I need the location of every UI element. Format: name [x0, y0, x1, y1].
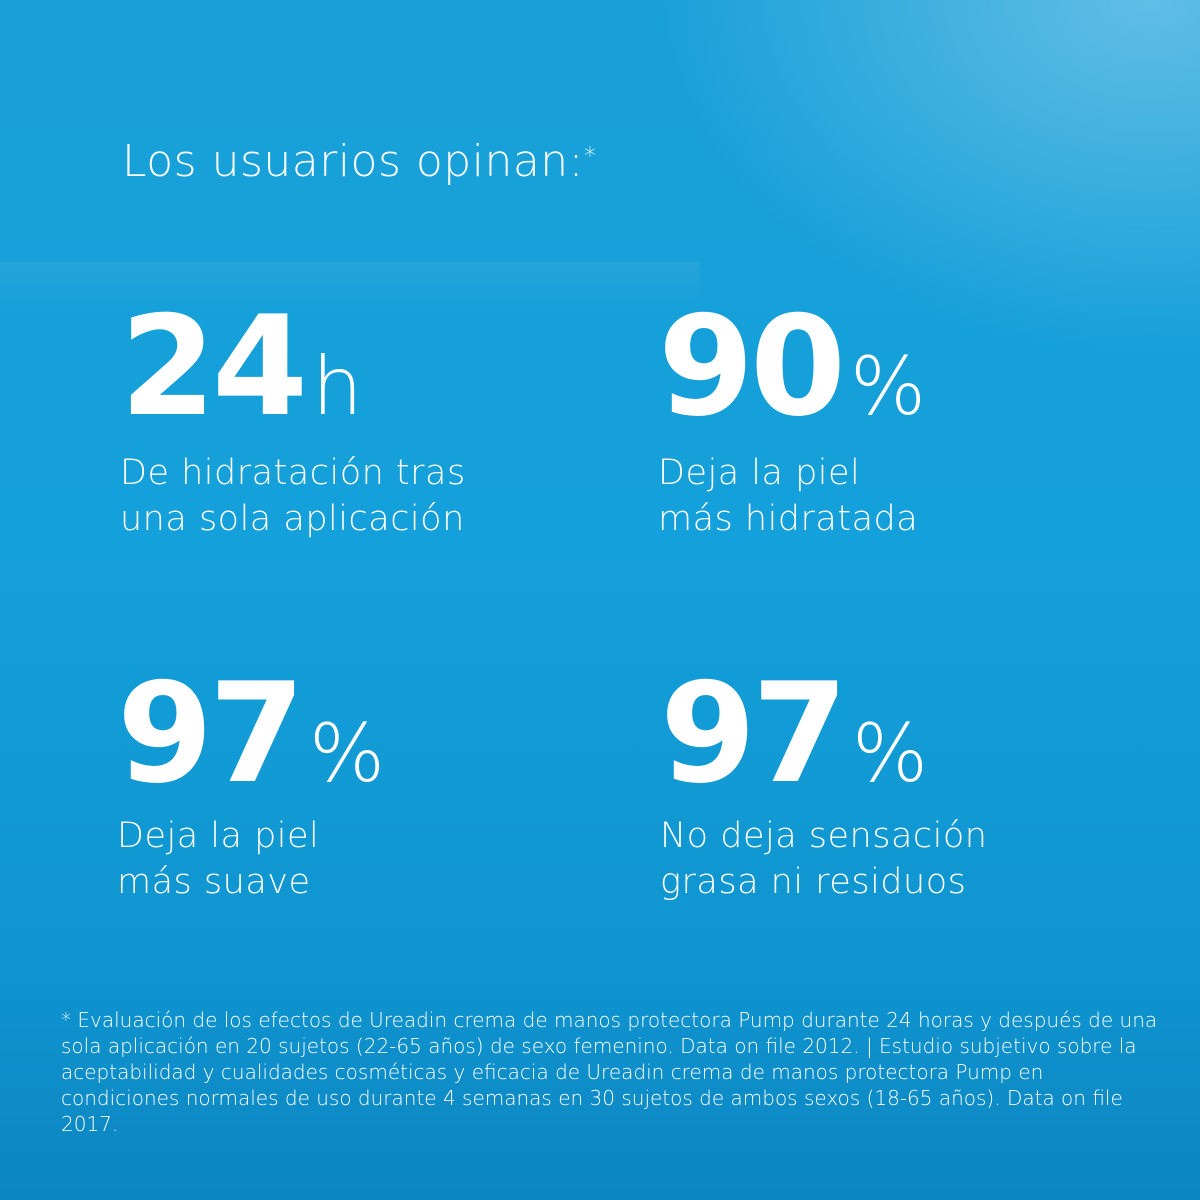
- stat-value: 97: [117, 653, 305, 814]
- stat-desc-line: una sola aplicación: [120, 499, 465, 539]
- stat-unit: %: [852, 707, 929, 800]
- stat-unit: %: [309, 707, 386, 800]
- background-shade: [0, 262, 700, 302]
- stat-softer-skin: 97% Deja la piel más suave: [117, 665, 385, 905]
- stat-value: 24: [120, 286, 308, 447]
- stat-desc-line: grasa ni residuos: [660, 862, 967, 902]
- stat-unit: h: [312, 340, 363, 433]
- stat-hydration-hours: 24 h De hidratación tras una sola aplicaci…: [120, 298, 466, 542]
- stat-value: 90: [658, 286, 846, 447]
- stat-desc-line: más suave: [117, 862, 311, 902]
- page-title: Los usuarios opinan:*: [122, 136, 597, 187]
- stat-desc-line: más hidratada: [658, 499, 919, 539]
- stat-desc-line: Deja la piel: [658, 453, 861, 493]
- stat-value: 97: [660, 653, 848, 814]
- stat-desc-line: De hidratación tras: [120, 453, 466, 493]
- stat-unit: %: [850, 340, 927, 433]
- stat-more-hydrated: 90% Deja la piel más hidratada: [658, 298, 926, 542]
- title-text: Los usuarios opinan:: [122, 136, 585, 187]
- stat-desc-line: No deja sensación: [660, 816, 988, 856]
- stat-no-greasy: 97% No deja sensación grasa ni residuos: [660, 665, 987, 905]
- title-footnote-mark: *: [584, 142, 597, 170]
- stat-desc-line: Deja la piel: [117, 816, 320, 856]
- footnote: * Evaluación de los efectos de Ureadin c…: [61, 1008, 1158, 1136]
